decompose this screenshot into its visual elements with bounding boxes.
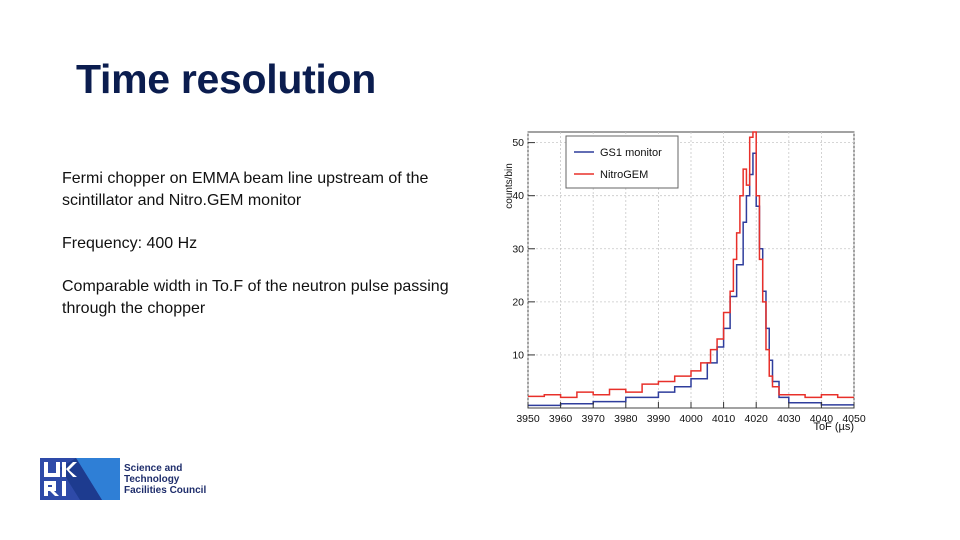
x-axis-label: ToF (µs) bbox=[813, 421, 854, 433]
chart-legend: GS1 monitor NitroGEM bbox=[565, 135, 679, 189]
chart-series bbox=[528, 131, 854, 407]
x-tick-label: 4020 bbox=[745, 413, 769, 425]
bullet-chopper: Fermi chopper on EMMA beam line upstream… bbox=[62, 170, 429, 209]
x-tick-label: 3960 bbox=[549, 413, 573, 425]
series-line-gs1-monitor bbox=[528, 152, 854, 407]
chart-grid bbox=[527, 132, 855, 408]
x-tick-label: 3970 bbox=[582, 413, 606, 425]
legend-label-gs1: GS1 monitor bbox=[600, 147, 662, 159]
series-line-nitrogem bbox=[528, 131, 854, 399]
chart-axes: 3950 3960 3970 3980 3990 4000 4010 4020 4030 4040… bbox=[512, 137, 866, 425]
tof-chart: 3950 3960 3970 3980 3990 4000 4010 4020 4030 4040… bbox=[504, 131, 866, 433]
x-tick-label: 4030 bbox=[777, 413, 801, 425]
slide-title: Time resolution bbox=[76, 56, 377, 102]
legend-box bbox=[565, 135, 679, 189]
x-tick-label: 3990 bbox=[647, 413, 671, 425]
x-tick-label: 4000 bbox=[679, 413, 703, 425]
y-tick-label: 50 bbox=[512, 137, 524, 149]
y-axis-label: counts/bin bbox=[504, 163, 515, 209]
y-tick-label: 20 bbox=[512, 296, 524, 308]
ukri-logo bbox=[40, 458, 120, 500]
bullet-width: Comparable width in To.F of the neutron … bbox=[62, 278, 449, 317]
x-tick-label: 4040 bbox=[810, 413, 834, 425]
bullet-list: Fermi chopper on EMMA beam line upstream… bbox=[62, 168, 492, 341]
y-tick-label: 30 bbox=[512, 243, 524, 255]
y-tick-label: 10 bbox=[512, 349, 524, 361]
x-tick-label: 4050 bbox=[842, 413, 866, 425]
council-name-line: Technology bbox=[124, 474, 180, 485]
ukri-council-name: Science and Technology Facilities Counci… bbox=[124, 463, 206, 496]
x-tick-label: 3980 bbox=[614, 413, 638, 425]
y-tick-label: 40 bbox=[512, 190, 524, 202]
legend-label-nitrogem: NitroGEM bbox=[600, 169, 648, 181]
council-name-line: Facilities Council bbox=[124, 485, 207, 496]
bullet-frequency: Frequency: 400 Hz bbox=[62, 235, 198, 252]
council-name-line: Science and bbox=[124, 463, 183, 474]
x-tick-label: 4010 bbox=[712, 413, 736, 425]
x-tick-label: 3950 bbox=[516, 413, 540, 425]
